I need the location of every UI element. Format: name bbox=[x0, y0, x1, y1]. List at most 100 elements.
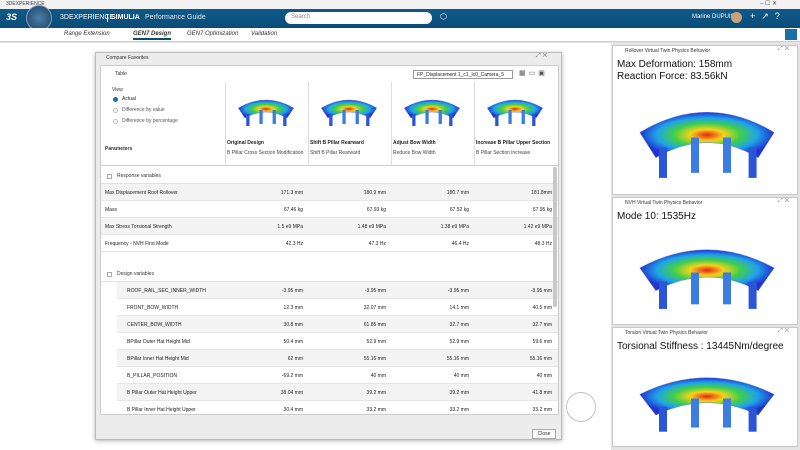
section-title: Response variables bbox=[117, 173, 161, 179]
panel-title: NVH Virtual Twin Physics Behavior bbox=[625, 200, 703, 206]
cell-value: 40 mm bbox=[370, 373, 386, 379]
result-view bbox=[639, 377, 775, 432]
table-body: Response variables Max Displacement Roof … bbox=[101, 167, 558, 414]
cell-value: 46.4 Hz bbox=[451, 241, 469, 247]
cell-value: 55.16 mm bbox=[363, 356, 386, 362]
actions: +↗? bbox=[750, 11, 786, 21]
radio[interactable] bbox=[113, 119, 118, 124]
table-row bbox=[117, 316, 558, 333]
window-controls: – ☐ ✕ bbox=[760, 1, 778, 7]
cell-value: 171.3 mm bbox=[280, 190, 303, 196]
cell-value: 180.7 mm bbox=[446, 190, 469, 196]
design-thumb bbox=[237, 99, 295, 126]
dialog-title: Compare Favorites bbox=[106, 55, 149, 61]
cell-value: -69.2 mm bbox=[281, 373, 303, 379]
cell-value: 1.38 e9 MPa bbox=[440, 224, 469, 230]
column-name: Adjust Bow Width bbox=[393, 140, 436, 146]
column-name: Original Design bbox=[227, 140, 264, 146]
design-thumb bbox=[320, 99, 378, 126]
panel-controls: ⤢ ✕ bbox=[778, 198, 790, 204]
column-desc: Shift B Pillar Rearward bbox=[310, 150, 361, 156]
cell-value: 55.16 mm bbox=[529, 356, 552, 362]
cell-value: 39.2 mm bbox=[449, 390, 469, 396]
dialog: Compare Favorites ⤢ ✕ Table FP_Displacement… bbox=[95, 52, 562, 440]
cell-value: 40 mm bbox=[453, 373, 469, 379]
search-box[interactable]: Search bbox=[285, 12, 432, 24]
tab[interactable]: GEN7 Optimization bbox=[187, 31, 239, 37]
column-name: Shift B Pillar Rearward bbox=[310, 140, 364, 146]
panel-result: Mode 10: 1535Hz bbox=[617, 211, 696, 222]
cell-value: 33.2 mm bbox=[449, 407, 469, 413]
radio-label[interactable]: Difference by percentage bbox=[122, 118, 178, 124]
scrollbar bbox=[553, 167, 557, 307]
cell-value: 52.9 mm bbox=[449, 339, 469, 345]
subtitle: Performance Guide bbox=[145, 14, 206, 21]
column-desc: B Pillar Section increase bbox=[476, 150, 531, 156]
column-desc: B Pillar Cross Section Modification bbox=[227, 150, 304, 156]
table-row bbox=[101, 218, 558, 235]
cell-value: 32.07 mm bbox=[363, 305, 386, 311]
cell-value: -3.95 mm bbox=[447, 288, 469, 294]
table-row bbox=[117, 384, 558, 401]
cell-value: 1.5 e9 MPa bbox=[277, 224, 303, 230]
table-label: Table bbox=[115, 71, 127, 77]
collapse-icon[interactable] bbox=[107, 174, 112, 179]
panel-title: Rollover Virtual Twin Physics Behavior bbox=[625, 48, 711, 54]
cell-value: 67.95 kg bbox=[532, 207, 552, 213]
collapse-icon[interactable] bbox=[107, 272, 112, 277]
table-row bbox=[117, 282, 558, 299]
radio-label[interactable]: Actual bbox=[122, 96, 136, 102]
tab[interactable]: Range Extension bbox=[64, 31, 110, 37]
cell-value: 59.6 mm bbox=[532, 339, 552, 345]
column-desc: Reduce Bow Width bbox=[393, 150, 436, 156]
result-view bbox=[639, 249, 775, 309]
viewer-panel: Rollover Virtual Twin Physics Behavior ⤢ … bbox=[612, 45, 798, 195]
viewer-panel: Torsion Virtual Twin Physics Behavior ⤢ ✕… bbox=[612, 327, 798, 447]
column-divider bbox=[474, 82, 475, 166]
app-name: SIMULIA bbox=[111, 14, 140, 21]
tab[interactable]: GEN7 Design bbox=[133, 31, 172, 40]
window-title: 3DEXPERIENCE bbox=[6, 1, 45, 7]
cell-value: 41.8 mm bbox=[532, 390, 552, 396]
row-name: Max Displacement Roof Rollover bbox=[105, 190, 178, 196]
cell-value: -3.95 mm bbox=[530, 288, 552, 294]
row-name: Frequency - NVH First Mode bbox=[105, 241, 169, 247]
cell-value: 50.4 mm bbox=[283, 339, 303, 345]
expand-btn[interactable] bbox=[785, 29, 797, 40]
avatar[interactable] bbox=[731, 12, 742, 23]
cell-value: 42.3 Hz bbox=[285, 241, 303, 247]
row-name: Mass bbox=[105, 207, 117, 213]
cell-value: 62 mm bbox=[287, 356, 303, 362]
cell-value: 32.7 mm bbox=[532, 322, 552, 328]
section-header bbox=[101, 169, 558, 184]
table-row bbox=[101, 235, 558, 252]
cell-value: 33.2 mm bbox=[532, 407, 552, 413]
dropdown[interactable]: FP_Displacement 1_c1_lc0_Camera_5 bbox=[413, 70, 513, 79]
separator bbox=[107, 14, 108, 22]
cell-value: 181.8mm bbox=[531, 190, 552, 196]
tab-bar: Range Extension GEN7 Design GEN7 Optimizat… bbox=[0, 28, 800, 42]
panel-title: Torsion Virtual Twin Physics Behavior bbox=[625, 330, 708, 336]
design-thumb bbox=[486, 99, 544, 126]
panel-controls: ⤢ ✕ bbox=[778, 46, 790, 52]
radio-label[interactable]: Difference by value bbox=[122, 107, 165, 113]
table-row bbox=[101, 201, 558, 218]
radio[interactable] bbox=[113, 97, 118, 102]
table-header: View Actual Difference by value Difference … bbox=[101, 82, 558, 166]
cell-value: 40 mm bbox=[536, 373, 552, 379]
logo: 3S bbox=[6, 12, 18, 22]
window-titlebar: 3DEXPERIENCE – ☐ ✕ bbox=[0, 0, 800, 9]
axis-triad bbox=[566, 392, 596, 422]
close-button[interactable]: Close bbox=[532, 429, 556, 439]
table-row bbox=[117, 350, 558, 367]
cell-value: 32.7 mm bbox=[449, 322, 469, 328]
tab[interactable]: Validation bbox=[251, 31, 278, 37]
dialog-controls: ⤢ ✕ bbox=[536, 53, 548, 59]
section-title: Design variables bbox=[117, 271, 154, 277]
row-name: B Pillar Inner Hat Height Upper bbox=[127, 407, 196, 413]
radio[interactable] bbox=[113, 108, 118, 113]
row-name: BPillar Inner Hat Height Mid bbox=[127, 356, 189, 362]
viewer-panel: NVH Virtual Twin Physics Behavior ⤢ ✕ Mode… bbox=[612, 197, 798, 325]
table-panel: Table FP_Displacement 1_c1_lc0_Camera_5 ▦▭… bbox=[100, 65, 559, 415]
